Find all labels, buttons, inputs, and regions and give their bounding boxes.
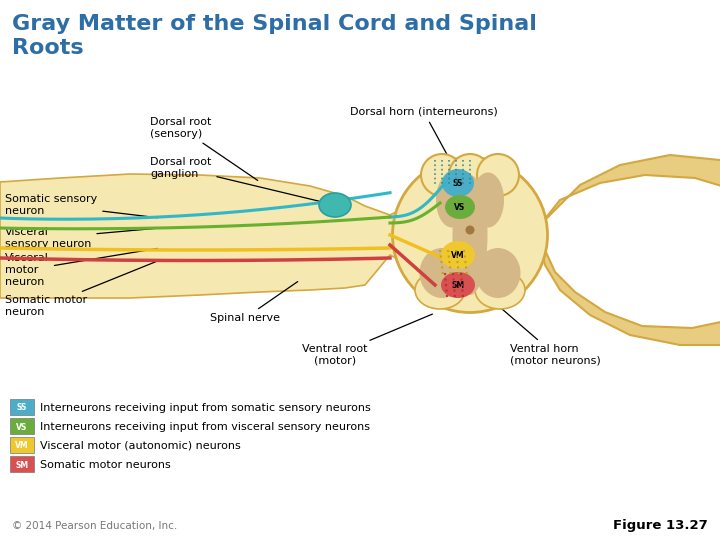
Text: © 2014 Pearson Education, Inc.: © 2014 Pearson Education, Inc.	[12, 521, 177, 531]
Text: SS: SS	[453, 179, 463, 187]
FancyBboxPatch shape	[10, 437, 34, 453]
Text: SS: SS	[17, 403, 27, 413]
Text: VM: VM	[15, 442, 29, 450]
Ellipse shape	[421, 154, 463, 196]
Text: Somatic motor
neuron: Somatic motor neuron	[5, 261, 158, 317]
Ellipse shape	[442, 169, 474, 197]
FancyBboxPatch shape	[10, 418, 34, 434]
Text: Roots: Roots	[12, 38, 84, 58]
Ellipse shape	[392, 158, 547, 313]
Polygon shape	[0, 174, 420, 298]
Ellipse shape	[441, 272, 475, 298]
Text: Dorsal root
(sensory): Dorsal root (sensory)	[150, 117, 258, 180]
Ellipse shape	[452, 175, 487, 295]
Ellipse shape	[466, 226, 474, 234]
Text: Somatic sensory
neuron: Somatic sensory neuron	[5, 194, 157, 218]
Ellipse shape	[420, 248, 464, 298]
Ellipse shape	[319, 193, 351, 217]
Text: Ventral horn
(motor neurons): Ventral horn (motor neurons)	[482, 292, 600, 366]
Ellipse shape	[441, 241, 475, 269]
Text: Visceral motor (autonomic) neurons: Visceral motor (autonomic) neurons	[40, 441, 240, 451]
Text: Somatic motor neurons: Somatic motor neurons	[40, 460, 171, 470]
Polygon shape	[540, 155, 720, 345]
Ellipse shape	[472, 172, 504, 227]
Text: Dorsal horn (interneurons): Dorsal horn (interneurons)	[350, 107, 498, 158]
Ellipse shape	[445, 195, 475, 219]
Text: Figure 13.27: Figure 13.27	[613, 519, 708, 532]
Text: Interneurons receiving input from somatic sensory neurons: Interneurons receiving input from somati…	[40, 403, 371, 413]
Text: Dorsal root
ganglion: Dorsal root ganglion	[150, 157, 333, 204]
Ellipse shape	[475, 271, 525, 309]
Ellipse shape	[436, 172, 468, 227]
Ellipse shape	[477, 154, 519, 196]
Ellipse shape	[449, 154, 491, 196]
FancyBboxPatch shape	[10, 399, 34, 415]
Ellipse shape	[415, 271, 465, 309]
Text: Visceral
motor
neuron: Visceral motor neuron	[5, 248, 157, 287]
Text: Gray Matter of the Spinal Cord and Spinal: Gray Matter of the Spinal Cord and Spina…	[12, 14, 537, 34]
FancyBboxPatch shape	[10, 456, 34, 472]
Text: Spinal nerve: Spinal nerve	[210, 281, 297, 323]
Text: Visceral
sensory neuron: Visceral sensory neuron	[5, 227, 157, 249]
Text: VS: VS	[454, 202, 466, 212]
Ellipse shape	[475, 248, 521, 298]
Text: Interneurons receiving input from visceral sensory neurons: Interneurons receiving input from viscer…	[40, 422, 370, 432]
Text: SM: SM	[15, 461, 29, 469]
Text: VM: VM	[451, 251, 465, 260]
Text: SM: SM	[451, 280, 464, 289]
Text: Ventral root
(motor): Ventral root (motor)	[302, 314, 433, 366]
Text: VS: VS	[17, 422, 27, 431]
